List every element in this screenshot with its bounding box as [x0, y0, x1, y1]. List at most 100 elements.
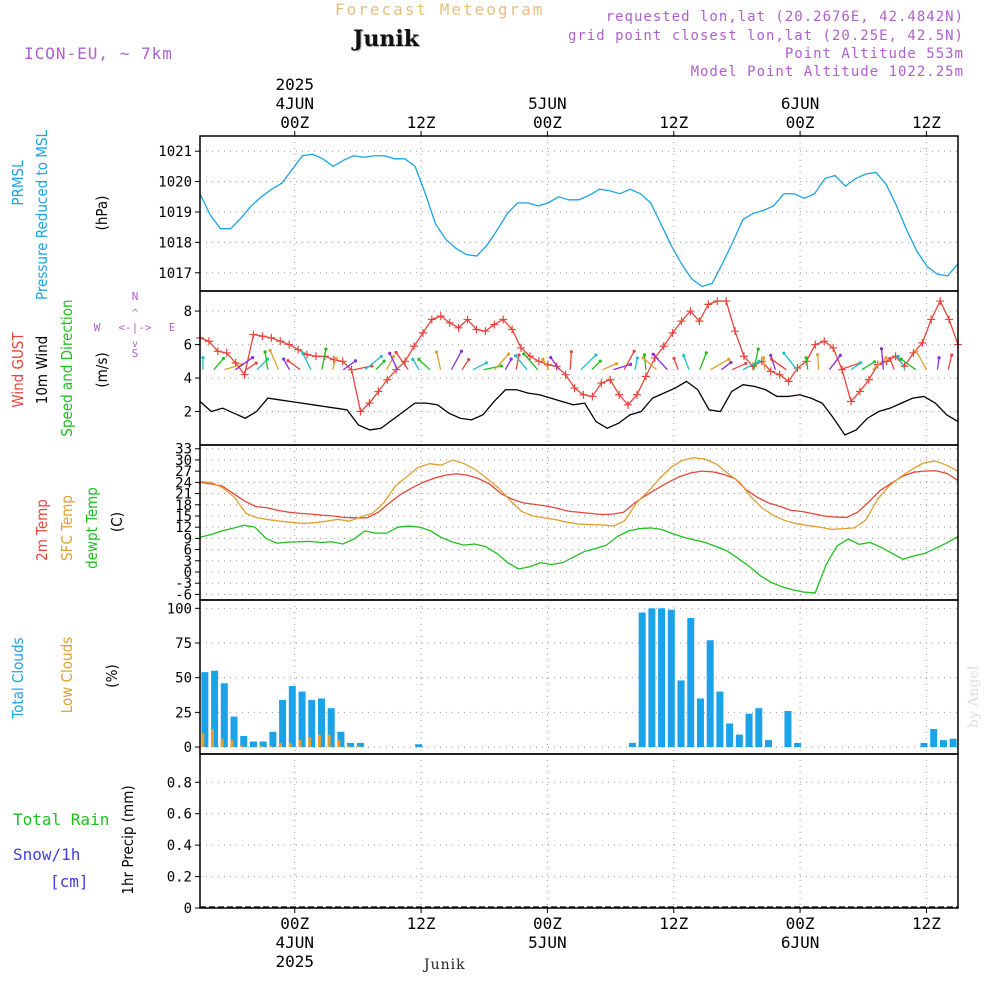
- point-altitude: Point Altitude 553m: [784, 46, 964, 62]
- marker-gust: [731, 327, 740, 336]
- ytick-label-temperature: 21: [175, 487, 192, 503]
- wind-arrow-head: [672, 356, 676, 361]
- station-name: Junik: [353, 26, 419, 52]
- marker-gust: [722, 297, 731, 306]
- wind-arrow-head: [388, 351, 392, 355]
- xtick-label-bottom: 2025: [275, 952, 314, 971]
- marker-gust: [338, 357, 347, 366]
- wind-arrow: [936, 357, 940, 370]
- wind-arrow: [461, 359, 470, 371]
- wind-arrow: [375, 360, 385, 371]
- marker-gust: [641, 372, 650, 381]
- panel-label: SFC Temp: [58, 495, 76, 561]
- wind-arrow-head: [484, 361, 488, 365]
- ytick-label-pressure: 1017: [158, 266, 192, 282]
- marker-gust: [383, 375, 392, 384]
- chart-title: Forecast Meteogram: [335, 0, 545, 19]
- line-speed: [199, 380, 959, 436]
- bar-total: [794, 742, 802, 748]
- marker-gust: [356, 407, 365, 416]
- wind-arrow-head: [301, 352, 305, 356]
- bar-low: [298, 740, 302, 748]
- bar-total: [249, 741, 257, 748]
- wind-arrow: [742, 360, 760, 371]
- wind-arrow-head: [632, 349, 636, 353]
- xtick-label-bottom: 00Z: [280, 914, 309, 933]
- panel-label: 2m Temp: [33, 499, 51, 561]
- wind-arrow: [523, 353, 539, 371]
- wind-arrow: [364, 355, 382, 371]
- bar-total: [745, 713, 753, 748]
- line-dewpt: [199, 524, 959, 594]
- compass-south: S: [132, 347, 139, 360]
- wind-arrow-head: [334, 356, 338, 360]
- panel-frame-pressure: [199, 135, 959, 292]
- ytick-label-pressure: 1019: [158, 205, 192, 221]
- ytick-label-temperature: 6: [184, 543, 192, 559]
- series-wind-gust: [196, 297, 962, 416]
- wind-arrow-head: [286, 359, 290, 363]
- wind-arrow-head: [641, 356, 645, 360]
- bar-total: [220, 683, 228, 748]
- panel-label: 1hr Precip (mm): [119, 785, 137, 894]
- wind-arrow: [515, 354, 520, 370]
- wind-arrow: [850, 362, 862, 371]
- bar-total: [939, 740, 947, 748]
- compass-glyph: <-|->: [118, 321, 151, 334]
- marker-gust: [659, 342, 668, 351]
- marker-gust: [240, 370, 249, 379]
- xtick-label-bottom: 00Z: [533, 914, 562, 933]
- panel-label: Low Clouds: [58, 637, 76, 713]
- wind-arrow: [287, 360, 301, 371]
- bar-low: [220, 738, 224, 748]
- wind-arrow-head: [914, 349, 918, 353]
- marker-gust: [918, 338, 927, 347]
- marker-gust: [632, 390, 641, 399]
- marker-gust: [311, 352, 320, 361]
- marker-gust: [606, 375, 615, 384]
- bar-total: [638, 612, 646, 748]
- wind-arrow-head: [353, 359, 358, 363]
- marker-gust: [258, 332, 267, 341]
- wind-arrow: [673, 358, 679, 370]
- wind-arrow: [771, 358, 787, 371]
- wind-arrow: [710, 358, 730, 371]
- bar-total: [230, 716, 238, 748]
- bar-low: [308, 737, 312, 748]
- ytick-label-temperature: -6: [175, 587, 192, 603]
- wind-arrow: [861, 361, 875, 371]
- compass-east: E: [169, 321, 176, 334]
- panel-label: (C): [108, 512, 126, 532]
- marker-gust: [739, 352, 748, 361]
- panel-label: dewpt Temp: [83, 487, 101, 569]
- wind-arrow-head: [459, 349, 464, 353]
- marker-gust: [454, 323, 463, 332]
- wind-arrow-head: [757, 359, 761, 363]
- wind-arrow-head: [549, 355, 553, 360]
- wind-arrow-head: [594, 353, 598, 357]
- wind-arrow-head: [950, 353, 954, 357]
- wind-arrow: [321, 348, 327, 370]
- marker-gust: [508, 325, 517, 334]
- wind-arrow-head: [569, 350, 573, 354]
- wind-arrow-head: [598, 359, 602, 363]
- wind-arrow: [504, 358, 512, 370]
- wind-arrow-head: [937, 356, 941, 360]
- ytick-label-precip: 0: [184, 901, 192, 917]
- bar-total: [765, 740, 772, 748]
- ytick-label-clouds: 50: [175, 671, 192, 687]
- ytick-label-temperature: 3: [184, 554, 192, 570]
- wind-arrow-head: [417, 357, 421, 361]
- marker-gust: [624, 400, 633, 409]
- bar-total: [269, 731, 277, 748]
- xtick-label-top: 2025: [275, 75, 314, 94]
- wind-arrow: [880, 348, 885, 370]
- bar-low: [347, 745, 351, 748]
- ytick-label-temperature: 33: [175, 442, 192, 458]
- wind-arrow: [283, 358, 290, 370]
- wind-arrow: [643, 354, 647, 370]
- ytick-label-pressure: 1021: [158, 144, 192, 160]
- series-clouds-total: [201, 608, 957, 748]
- bar-total: [356, 742, 364, 748]
- ytick-label-temperature: 27: [175, 464, 192, 480]
